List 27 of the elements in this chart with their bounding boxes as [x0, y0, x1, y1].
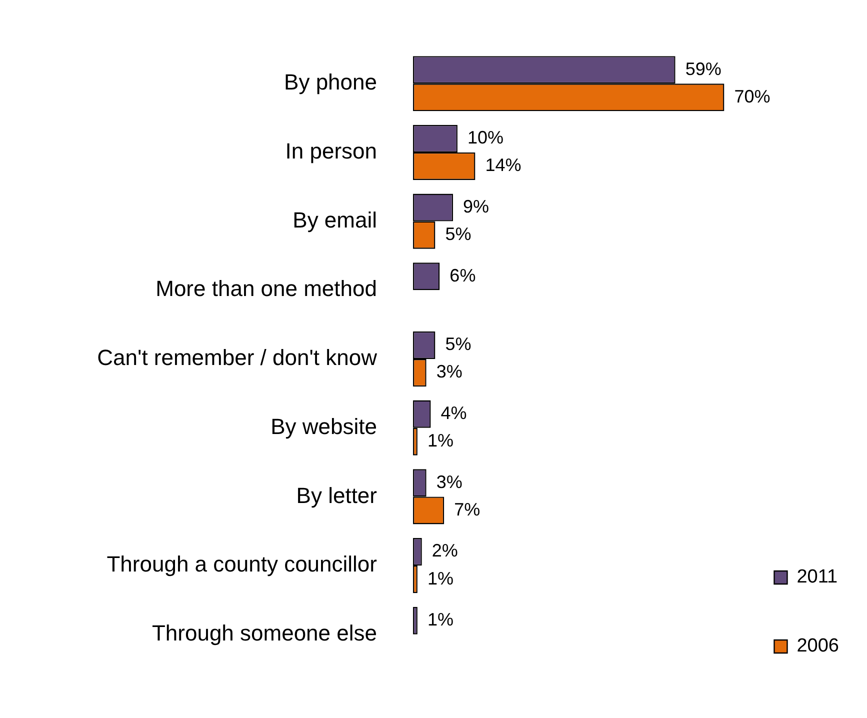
- data-label: 5%: [445, 224, 472, 244]
- y-tick-label: Through a county councillor: [106, 552, 377, 577]
- legend-label: 2006: [796, 636, 840, 657]
- y-tick-label: Through someone else: [152, 620, 377, 646]
- y-tick-label: By website: [270, 414, 377, 439]
- data-label: 3%: [436, 472, 462, 492]
- data-label: 14%: [485, 155, 522, 176]
- data-label: 1%: [427, 610, 454, 630]
- data-label: 3%: [436, 362, 462, 382]
- data-label: 1%: [427, 568, 454, 588]
- data-label: 59%: [685, 58, 722, 79]
- data-label: 5%: [445, 334, 472, 354]
- data-label: 7%: [454, 499, 480, 520]
- y-tick-label: In person: [285, 138, 377, 164]
- data-label: 70%: [734, 86, 770, 106]
- y-tick-label: Can't remember / don't know: [97, 345, 378, 370]
- data-label: 4%: [440, 403, 467, 424]
- data-label: 6%: [450, 265, 476, 286]
- y-tick-label: More than one method: [156, 276, 377, 302]
- y-tick-label: By email: [292, 207, 377, 232]
- data-label: 2%: [432, 540, 458, 561]
- y-tick-label: By letter: [296, 482, 377, 508]
- data-label: 10%: [467, 128, 504, 148]
- data-label: 1%: [427, 430, 454, 451]
- y-tick-label: By phone: [284, 70, 377, 95]
- data-label: 9%: [463, 196, 490, 217]
- legend-label: 2011: [796, 566, 838, 588]
